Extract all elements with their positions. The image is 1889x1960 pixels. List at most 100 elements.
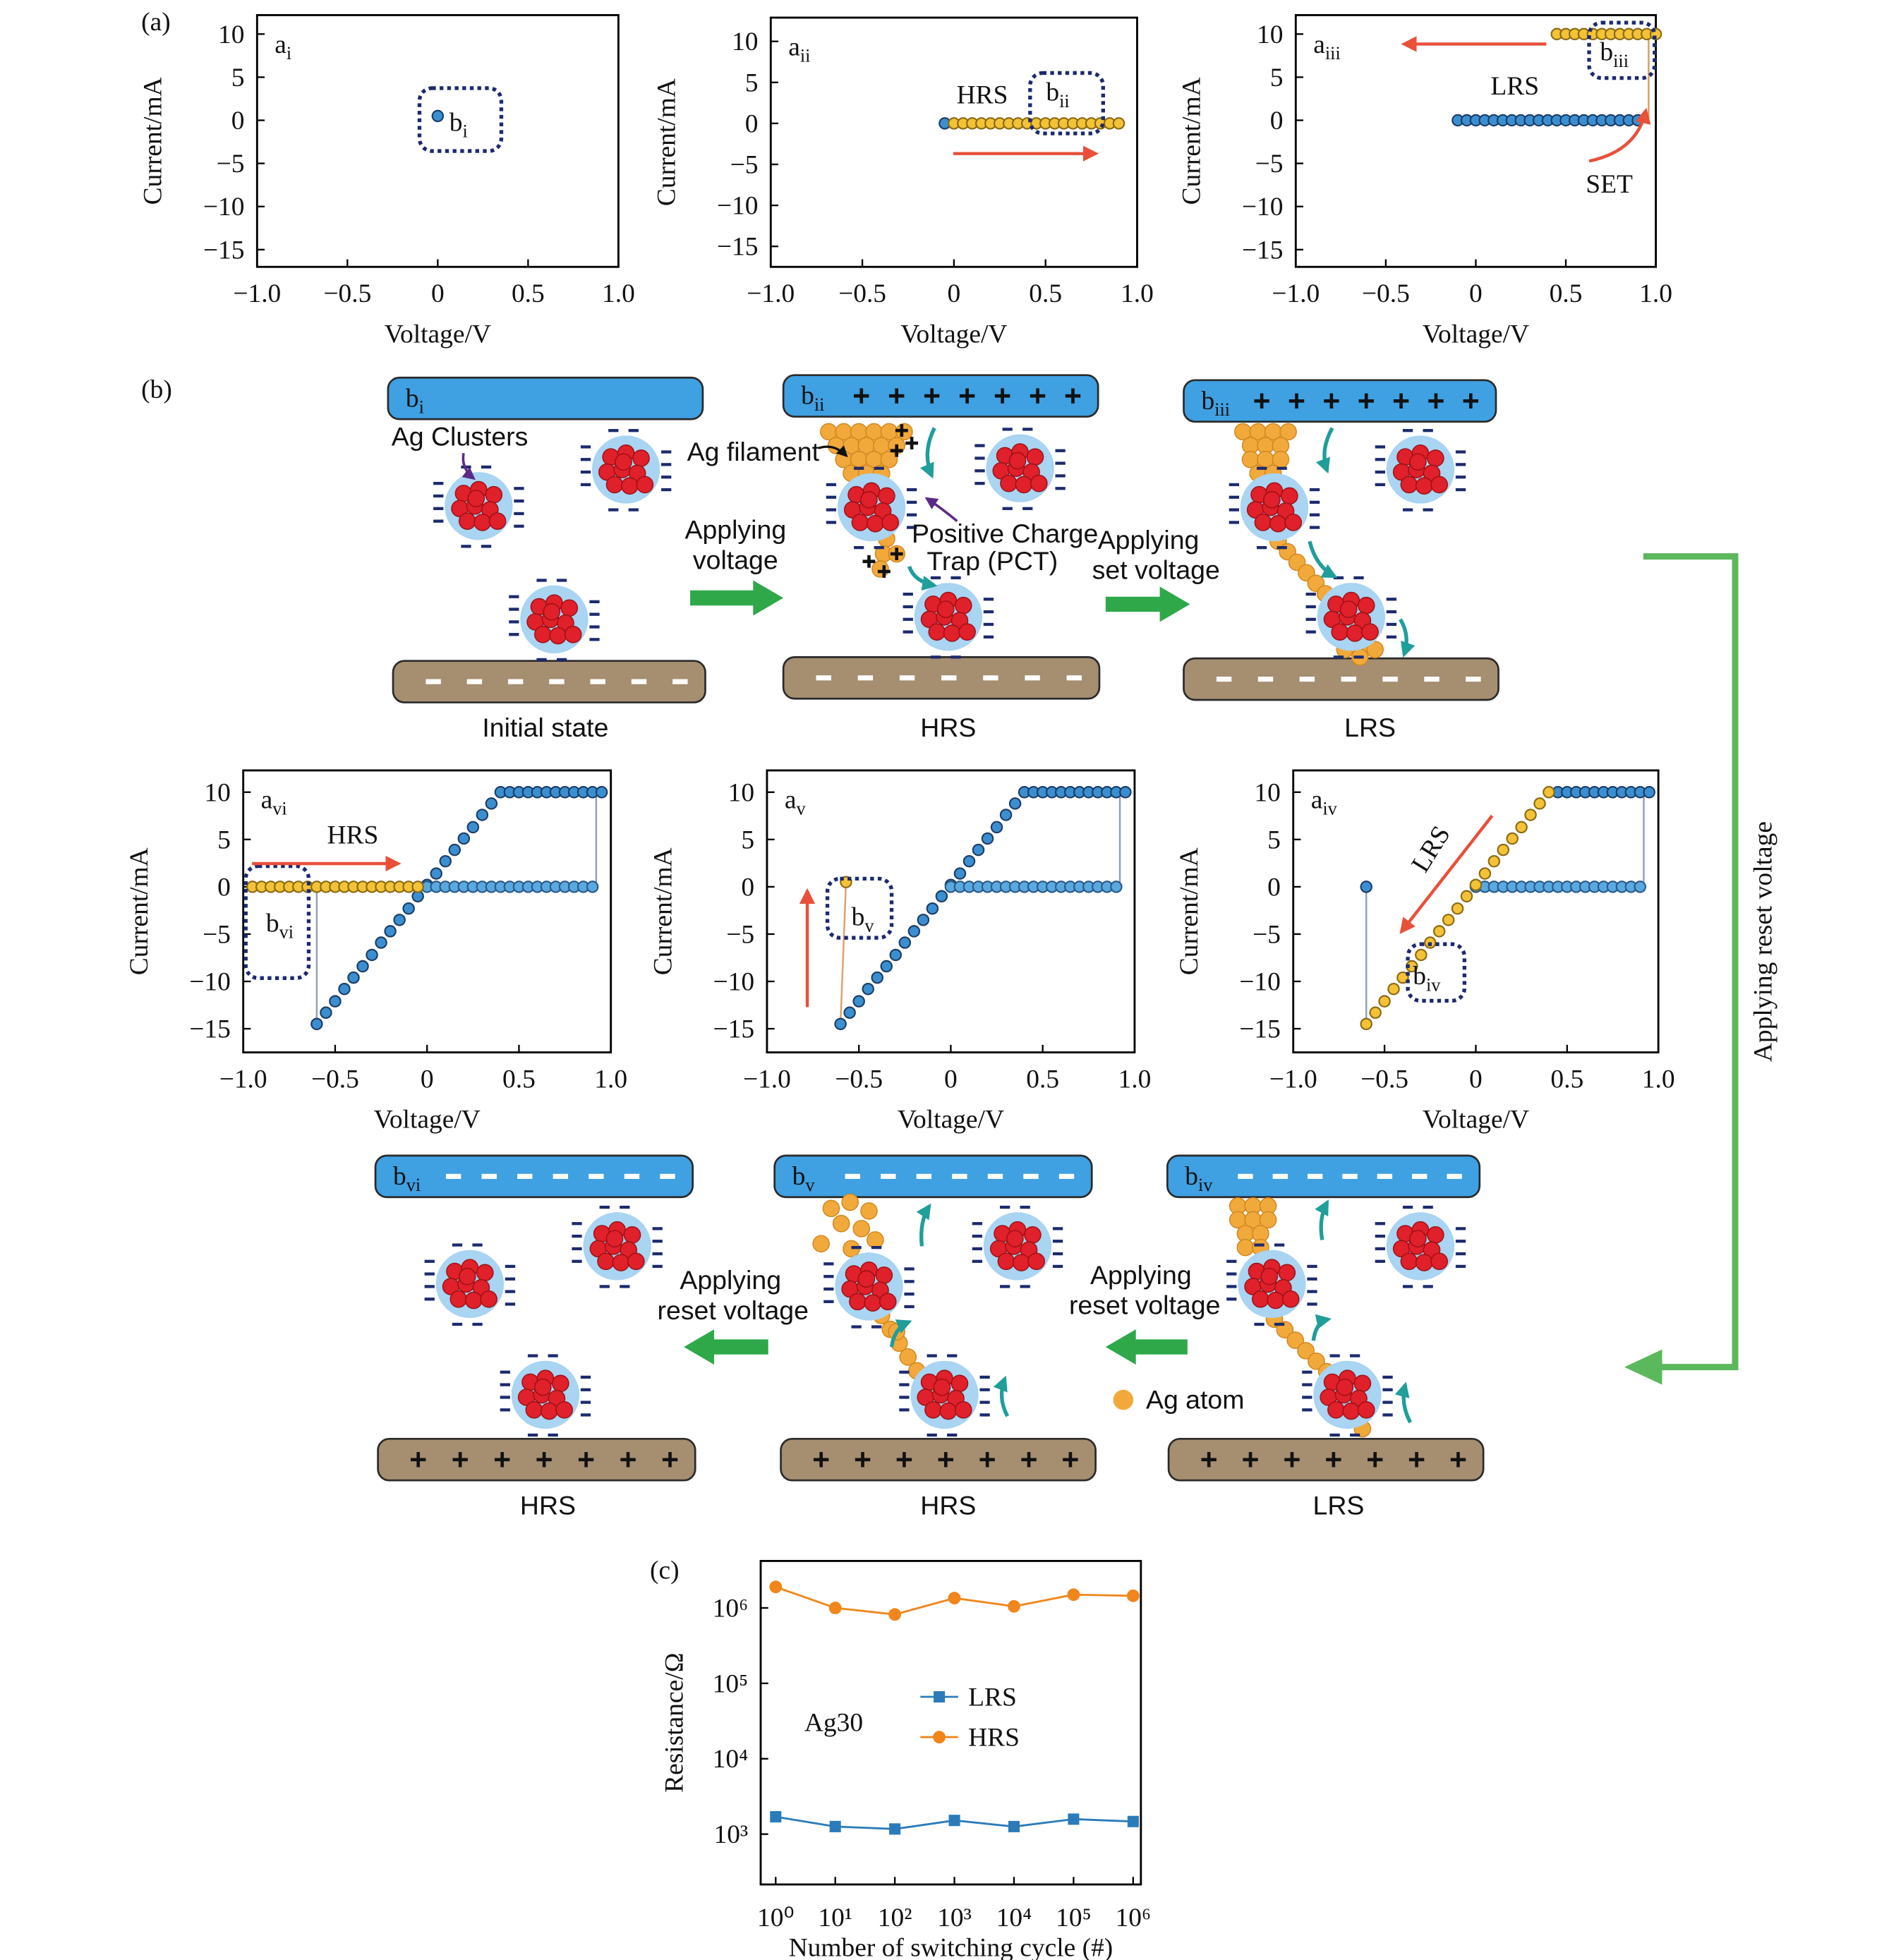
data-point <box>1487 854 1501 868</box>
electrode-label-main: b <box>1201 387 1214 416</box>
annotation-sub: i <box>463 121 468 142</box>
y-tick-label: −5 <box>217 150 245 179</box>
ag-cluster-atom <box>924 1401 942 1419</box>
data-point <box>466 821 480 834</box>
y-tick-label: −5 <box>1253 920 1281 949</box>
panel-label: (a) <box>141 8 171 37</box>
minus-sign <box>590 679 605 684</box>
y-tick-label: 0 <box>741 873 754 902</box>
ag-cluster-atom <box>458 1267 476 1286</box>
ag-atom <box>852 1220 871 1238</box>
annotation-main: b <box>852 902 865 931</box>
data-point <box>834 1017 847 1031</box>
legend-marker <box>933 1731 946 1744</box>
data-point <box>948 1815 960 1827</box>
minus-sign <box>881 1173 896 1179</box>
y-tick-label: 5 <box>741 825 754 854</box>
top-electrode <box>387 376 704 421</box>
minus-sign <box>1025 675 1040 681</box>
ag-cluster-atom <box>1015 476 1033 494</box>
y-axis-label: Current/mA <box>125 847 154 975</box>
data-point <box>990 821 1003 834</box>
electrode-label-main: b <box>801 382 814 411</box>
ag-cluster-atom <box>857 1270 876 1288</box>
label: Applying reset voltage <box>1749 821 1778 1062</box>
x-tick-label: 10² <box>878 1904 912 1932</box>
ag-cluster-atom <box>564 625 582 643</box>
annotation-main: b <box>1600 38 1613 67</box>
ag-atom <box>841 1193 859 1211</box>
ag-cluster-atom <box>1430 476 1449 494</box>
annotation: LRS <box>1490 72 1539 101</box>
plot-frame <box>255 13 620 268</box>
process-arrow <box>1105 1329 1188 1365</box>
ag-cluster-atom <box>1000 474 1018 492</box>
highlight-box <box>1587 20 1657 80</box>
minus-sign <box>1377 1173 1393 1179</box>
x-tick-label: 10⁶ <box>1116 1904 1152 1932</box>
top-electrode <box>773 1154 1093 1199</box>
x-tick-label: 1.0 <box>1642 1065 1675 1094</box>
label: Applying <box>680 1265 781 1295</box>
x-tick-label: −0.5 <box>1360 1065 1408 1094</box>
minus-sign <box>660 1173 675 1179</box>
data-point <box>769 1580 783 1594</box>
y-tick-label: 0 <box>1267 873 1281 902</box>
ag-cluster-atom <box>1269 514 1287 533</box>
label: Applying <box>1090 1260 1192 1290</box>
caption: HRS <box>920 1490 976 1520</box>
electrode-label: bv <box>792 1162 816 1195</box>
panel-label: ai <box>274 30 291 63</box>
ag-cluster-atom <box>954 596 972 615</box>
ag-cluster-atom <box>933 1378 951 1396</box>
minus-sign <box>1066 675 1082 681</box>
x-tick-label: 10⁴ <box>996 1904 1032 1932</box>
minus-sign <box>1447 1173 1462 1179</box>
ag-cluster-atom <box>464 1291 483 1309</box>
annotation: HRS <box>957 80 1008 109</box>
minus-sign <box>1023 1173 1039 1179</box>
ag-cluster-atom <box>851 514 869 531</box>
data-point <box>402 902 415 915</box>
y-tick-label: 5 <box>1270 63 1284 92</box>
y-axis-label: Current/mA <box>139 77 168 205</box>
y-axis-label: Current/mA <box>1178 77 1207 205</box>
minus-sign <box>426 679 441 684</box>
data-line <box>839 882 847 1024</box>
x-axis-label: Voltage/V <box>374 1106 481 1135</box>
ag-cluster-atom <box>540 1402 558 1420</box>
label: set voltage <box>1092 555 1220 585</box>
x-tick-label: −1.0 <box>233 279 281 308</box>
ag-cluster-atom <box>534 1378 552 1396</box>
minus-sign <box>672 679 688 684</box>
plot-frame <box>759 1559 1142 1886</box>
electrode-label: biii <box>1201 387 1230 420</box>
pointer <box>461 453 476 480</box>
x-tick-label: 1.0 <box>1118 1065 1152 1094</box>
process-arrow <box>690 580 784 616</box>
y-tick-label: 10 <box>1254 778 1280 807</box>
reset-bracket <box>1643 553 1739 1371</box>
ag-cluster-atom <box>1254 514 1272 531</box>
ag-cluster-atom <box>864 1294 882 1312</box>
electrode-label-sub: iii <box>1214 399 1230 420</box>
x-tick-label: −0.5 <box>838 279 886 308</box>
y-tick-label: −5 <box>726 920 754 949</box>
data-point <box>981 832 994 845</box>
minus-sign <box>624 1173 640 1179</box>
data-point <box>366 948 378 962</box>
ag-cluster-atom <box>485 485 503 504</box>
minus-sign <box>1382 677 1398 682</box>
y-axis-label: Current/mA <box>1175 847 1204 975</box>
data-point <box>898 936 912 949</box>
electrode-label-sub: i <box>419 397 424 417</box>
minus-sign <box>1299 677 1315 682</box>
x-axis-label: Voltage/V <box>1423 320 1529 349</box>
panel-label-sub: vi <box>272 799 286 819</box>
data-point <box>1451 902 1464 915</box>
data-point <box>431 109 445 123</box>
panel-label-main: a <box>1311 785 1323 814</box>
panel-label: (c) <box>650 1556 680 1585</box>
